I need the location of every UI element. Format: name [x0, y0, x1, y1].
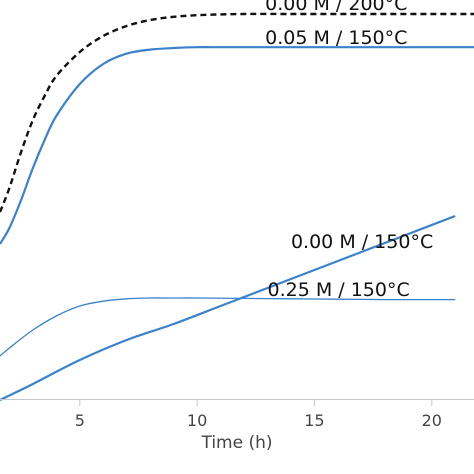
series-line-0-00-m-150-c: [0, 214, 456, 401]
plot-area: [0, 12, 474, 401]
x-tick-label: 15: [304, 411, 324, 430]
series-line-0-05-m-150-c: [0, 46, 474, 245]
series-line-0-25-m-150-c: [0, 297, 456, 357]
series-label-0-25-m-150-c: 0.25 M / 150°C: [268, 279, 410, 301]
x-tick-label: 10: [187, 411, 207, 430]
x-axis-title: Time (h): [200, 433, 272, 453]
series-labels: 0.00 M / 200°C 0.05 M / 150°C 0.00 M / 150…: [265, 0, 433, 301]
series-label-0-00-m-150-c: 0.00 M / 150°C: [291, 231, 433, 253]
x-axis-ticks: 5 10 15 20: [75, 400, 442, 430]
x-tick-label: 20: [422, 411, 442, 430]
x-tick-label: 5: [75, 411, 85, 430]
series-label-0-00-m-200-c: 0.00 M / 200°C: [265, 0, 407, 15]
series-label-0-05-m-150-c: 0.05 M / 150°C: [265, 27, 407, 49]
